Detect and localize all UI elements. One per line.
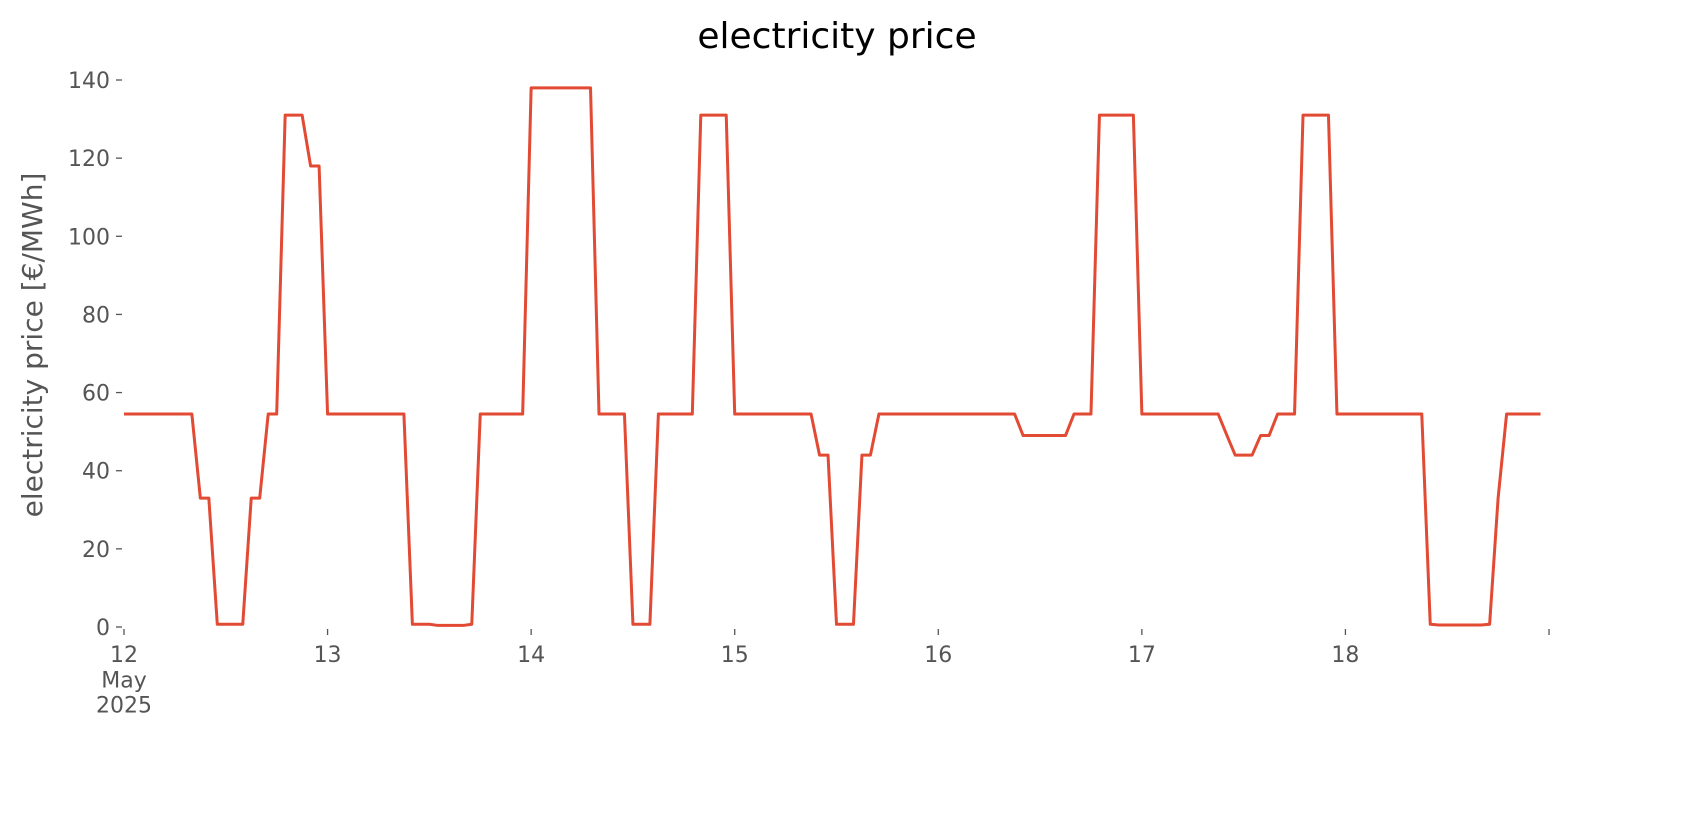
y-tick-label: 80 xyxy=(82,303,110,328)
x-tick-label: 12 May 2025 xyxy=(96,643,152,719)
x-tick-label: 18 xyxy=(1331,643,1359,668)
y-tick-label: 60 xyxy=(82,382,110,407)
x-tick-label: 16 xyxy=(924,643,952,668)
x-tick-label: 15 xyxy=(721,643,749,668)
y-tick-label: 0 xyxy=(96,616,110,641)
y-axis-label: electricity price [€/MWh] xyxy=(16,173,49,518)
y-tick-label: 140 xyxy=(68,69,110,94)
y-tick-label: 120 xyxy=(68,147,110,172)
chart-title: electricity price xyxy=(697,16,976,57)
x-tick-label: 13 xyxy=(314,643,342,668)
y-tick-label: 40 xyxy=(82,460,110,485)
y-tick-label: 20 xyxy=(82,538,110,563)
y-tick-label: 100 xyxy=(68,225,110,250)
price-line xyxy=(124,86,1541,627)
x-tick-label: 14 xyxy=(517,643,545,668)
x-tick-label: 17 xyxy=(1128,643,1156,668)
